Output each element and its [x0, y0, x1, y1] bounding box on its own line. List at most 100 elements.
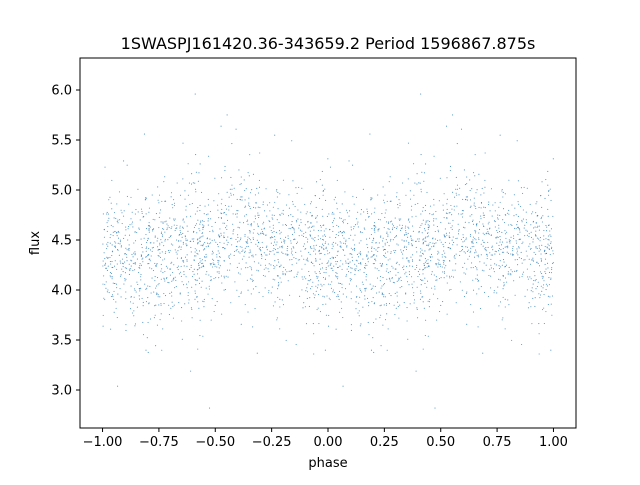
data-point — [103, 252, 105, 254]
data-point — [476, 241, 478, 244]
data-point — [201, 263, 203, 265]
data-point — [247, 172, 249, 174]
data-point — [295, 343, 297, 346]
data-point — [547, 215, 549, 217]
data-point — [250, 241, 252, 244]
data-point — [411, 205, 413, 207]
data-point — [520, 187, 522, 189]
data-point — [200, 244, 202, 246]
data-point — [318, 251, 320, 253]
data-point — [422, 243, 424, 245]
data-point — [412, 254, 414, 256]
data-point — [378, 246, 380, 248]
data-point — [232, 223, 234, 225]
data-point — [530, 306, 532, 308]
data-point — [122, 263, 124, 265]
data-point — [277, 259, 279, 261]
data-point — [393, 304, 395, 306]
data-point — [437, 250, 439, 252]
data-point — [370, 233, 372, 236]
data-point — [272, 244, 275, 246]
data-point — [434, 288, 436, 290]
data-point — [137, 283, 139, 286]
data-point — [157, 186, 159, 188]
data-point — [420, 224, 422, 226]
data-point — [487, 230, 489, 233]
data-point — [452, 269, 454, 271]
data-point — [117, 237, 120, 239]
data-point — [367, 321, 369, 324]
data-point — [167, 250, 169, 252]
data-point — [198, 277, 200, 279]
data-point — [498, 231, 501, 233]
data-point — [155, 304, 157, 306]
data-point — [547, 243, 549, 245]
data-point — [499, 253, 501, 255]
data-point — [464, 252, 466, 254]
data-point — [465, 237, 467, 239]
data-point — [274, 260, 276, 262]
data-point — [547, 235, 549, 237]
data-point — [213, 259, 215, 261]
data-point — [323, 234, 326, 236]
data-point — [194, 290, 196, 292]
data-point — [409, 190, 411, 192]
data-point — [490, 267, 492, 269]
data-point — [511, 253, 514, 255]
data-point — [371, 197, 373, 199]
data-point — [383, 254, 385, 257]
data-point — [212, 264, 215, 266]
data-point — [411, 259, 413, 261]
data-point — [339, 311, 341, 313]
data-point — [115, 283, 118, 285]
data-point — [376, 255, 378, 257]
data-point — [319, 272, 321, 275]
data-point — [550, 199, 552, 201]
data-point — [423, 307, 425, 309]
data-point — [476, 278, 478, 280]
data-point — [331, 281, 333, 283]
data-point — [274, 201, 276, 203]
data-point — [464, 262, 466, 264]
data-point — [471, 188, 473, 190]
data-point — [439, 265, 442, 267]
data-point — [503, 284, 505, 286]
data-point — [107, 265, 109, 267]
data-point — [465, 196, 467, 198]
data-point — [186, 265, 188, 267]
data-point — [344, 191, 346, 193]
data-point — [182, 243, 184, 245]
data-point — [420, 213, 422, 215]
data-point — [428, 301, 430, 303]
data-point — [451, 228, 453, 230]
data-point — [272, 224, 274, 226]
data-point — [140, 264, 142, 266]
data-point — [244, 206, 246, 208]
data-point — [221, 313, 223, 315]
data-point — [480, 202, 483, 204]
data-point — [197, 262, 200, 265]
data-point — [380, 287, 382, 289]
data-point — [433, 198, 435, 201]
data-point — [296, 221, 298, 223]
data-point — [345, 241, 347, 243]
data-point — [224, 170, 226, 172]
data-point — [548, 249, 550, 251]
data-point — [211, 298, 213, 300]
data-point — [516, 259, 518, 261]
data-point — [478, 206, 480, 209]
data-point — [530, 290, 532, 292]
data-point — [295, 258, 297, 260]
data-point — [200, 220, 202, 222]
data-point — [162, 272, 164, 274]
data-point — [505, 237, 507, 239]
data-point — [170, 192, 173, 194]
data-point — [236, 213, 238, 215]
data-point — [191, 238, 193, 240]
data-point — [449, 222, 451, 224]
data-point — [125, 278, 127, 280]
data-point — [427, 220, 429, 222]
data-point — [541, 221, 543, 223]
data-point — [210, 218, 212, 220]
data-point — [331, 213, 333, 215]
